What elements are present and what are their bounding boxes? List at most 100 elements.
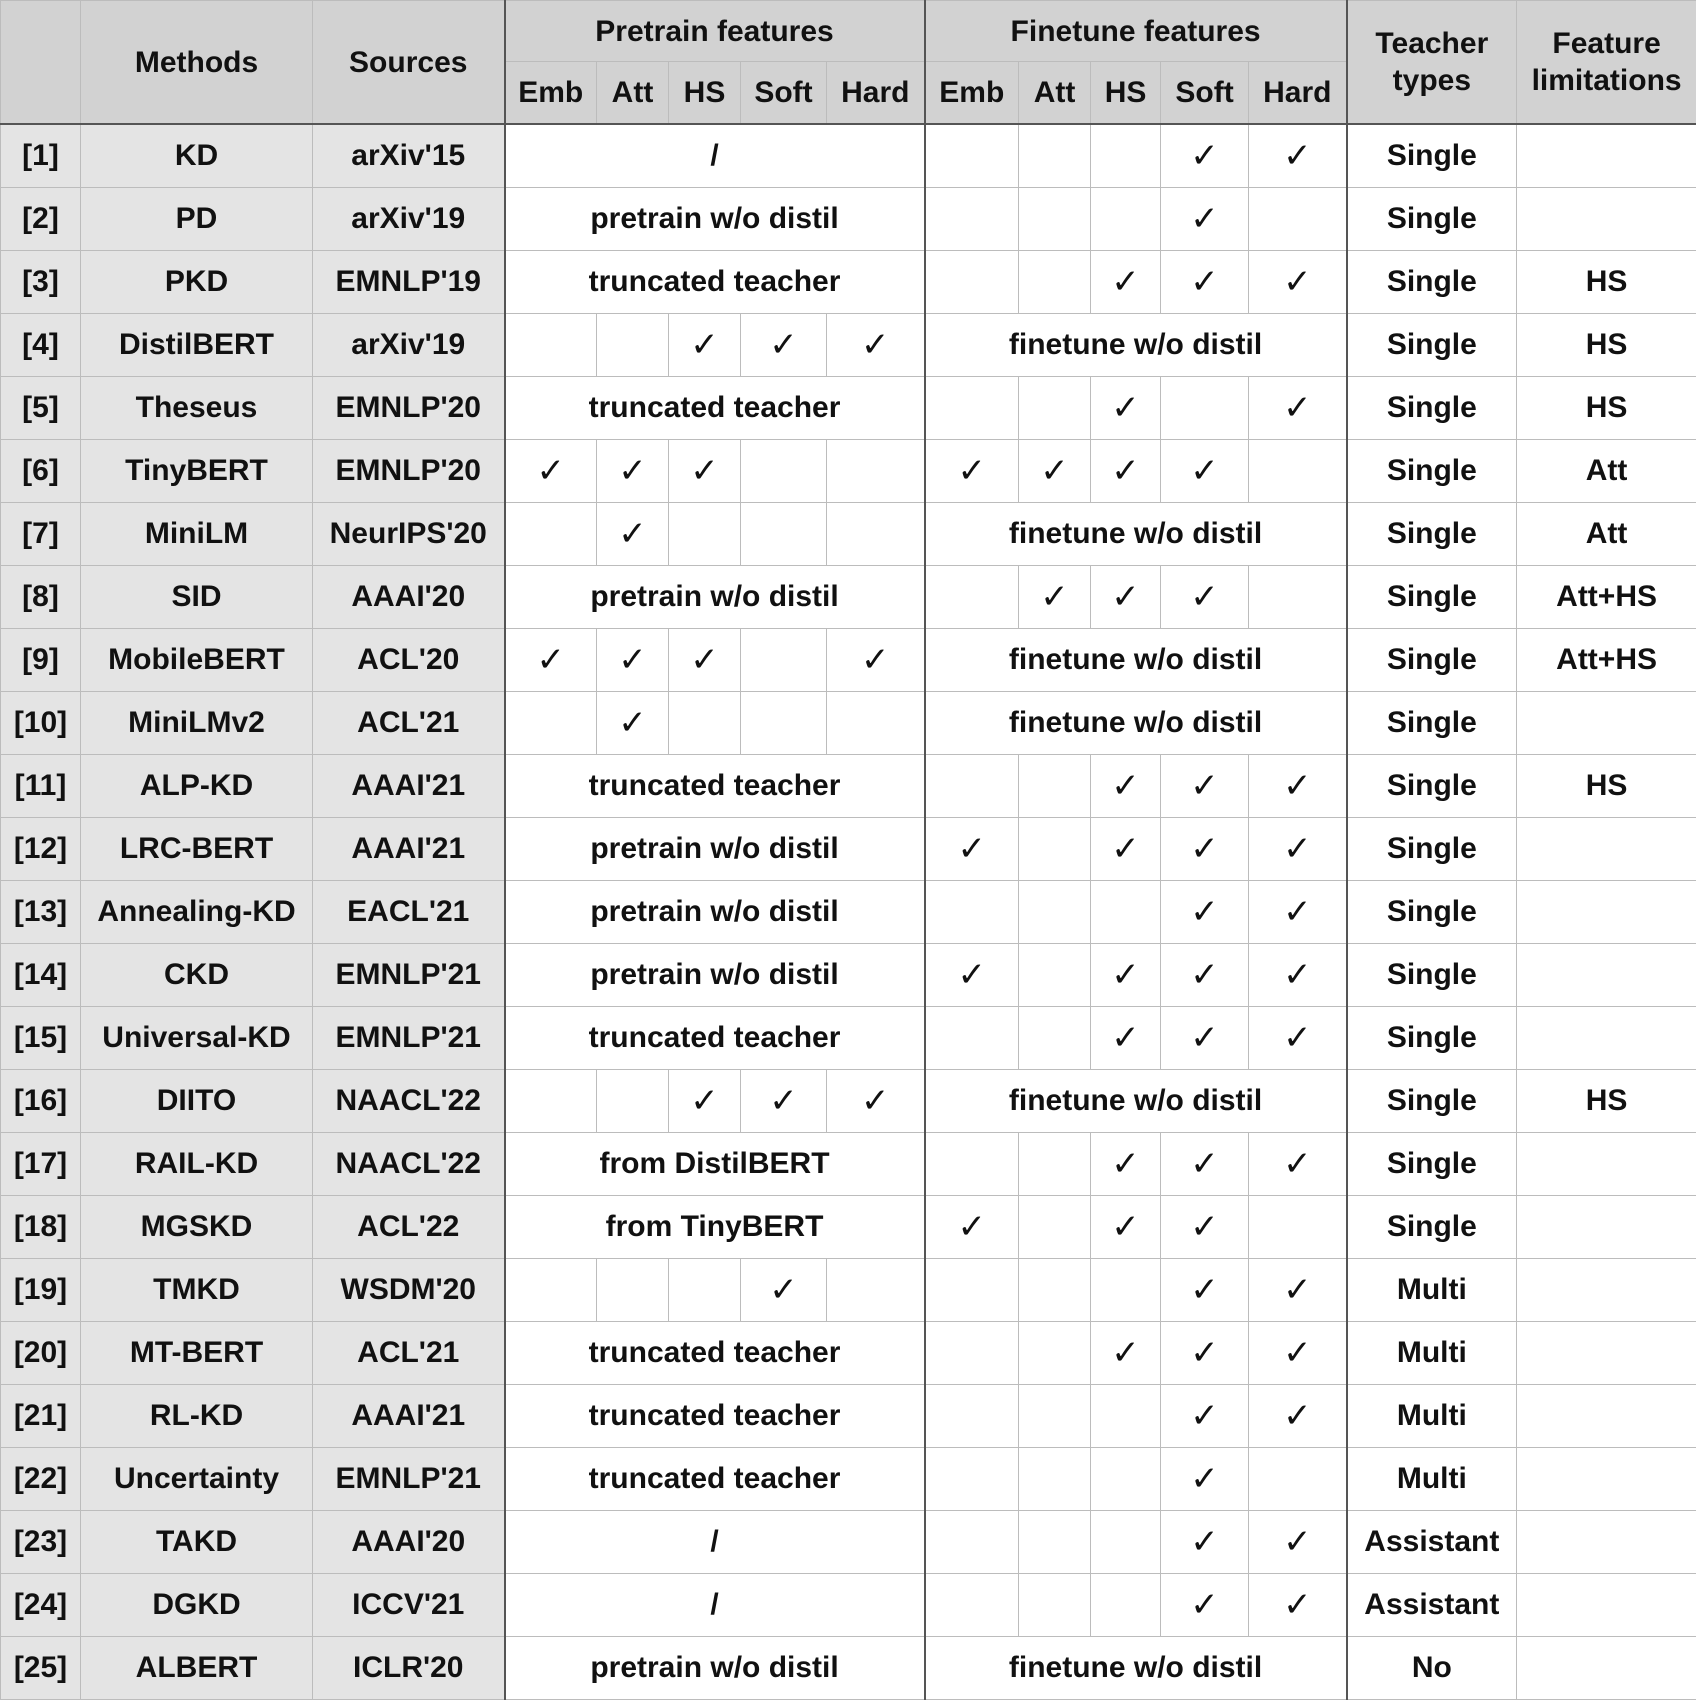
- pretrain-span-cell: truncated teacher: [505, 251, 925, 314]
- check-icon: ✓: [1190, 577, 1219, 617]
- method-name-cell: MGSKD: [81, 1196, 313, 1259]
- finetune-hs-cell: [1091, 1511, 1161, 1574]
- feature-limitation-cell: [1517, 1511, 1696, 1574]
- finetune-hard-cell: ✓: [1249, 1259, 1347, 1322]
- finetune-soft-cell: ✓: [1161, 1511, 1249, 1574]
- feature-limitation-cell: [1517, 1007, 1696, 1070]
- method-name-cell: MiniLM: [81, 503, 313, 566]
- finetune-span-cell: finetune w/o distil: [925, 314, 1347, 377]
- source-cell: EMNLP'21: [313, 1007, 505, 1070]
- finetune-hard-cell: ✓: [1249, 1007, 1347, 1070]
- source-cell: arXiv'15: [313, 124, 505, 188]
- finetune-soft-cell: ✓: [1161, 1007, 1249, 1070]
- pretrain-span-cell: truncated teacher: [505, 1385, 925, 1448]
- pretrain-span-cell: pretrain w/o distil: [505, 881, 925, 944]
- reference-cell: [5]: [1, 377, 81, 440]
- method-name-cell: DIITO: [81, 1070, 313, 1133]
- teacher-type-cell: Single: [1347, 692, 1517, 755]
- check-icon: ✓: [1190, 1333, 1219, 1373]
- check-icon: ✓: [690, 325, 719, 365]
- check-icon: ✓: [1111, 577, 1140, 617]
- teacher-type-cell: Single: [1347, 188, 1517, 251]
- source-cell: EMNLP'19: [313, 251, 505, 314]
- check-icon: ✓: [1190, 1270, 1219, 1310]
- reference-cell: [22]: [1, 1448, 81, 1511]
- finetune-soft-cell: ✓: [1161, 944, 1249, 1007]
- finetune-emb-cell: [925, 1259, 1019, 1322]
- pretrain-span-cell: truncated teacher: [505, 1007, 925, 1070]
- source-cell: NeurIPS'20: [313, 503, 505, 566]
- check-icon: ✓: [1190, 1396, 1219, 1436]
- pretrain-hs-cell: ✓: [669, 1070, 741, 1133]
- pretrain-span-cell: /: [505, 124, 925, 188]
- pretrain-emb-cell: ✓: [505, 440, 597, 503]
- feature-limitation-cell: [1517, 881, 1696, 944]
- source-cell: AAAI'20: [313, 1511, 505, 1574]
- finetune-att-cell: [1019, 1448, 1091, 1511]
- finetune-hs-cell: ✓: [1091, 818, 1161, 881]
- pretrain-hard-cell: ✓: [827, 1070, 925, 1133]
- check-icon: ✓: [1190, 136, 1219, 176]
- finetune-hard-cell: ✓: [1249, 124, 1347, 188]
- finetune-emb-cell: [925, 1385, 1019, 1448]
- finetune-emb-cell: [925, 188, 1019, 251]
- method-name-cell: PKD: [81, 251, 313, 314]
- teacher-type-cell: Single: [1347, 124, 1517, 188]
- check-icon: ✓: [1111, 766, 1140, 806]
- pretrain-hard-header: Hard: [827, 62, 925, 125]
- check-icon: ✓: [1283, 262, 1312, 302]
- pretrain-att-cell: ✓: [597, 692, 669, 755]
- sources-header: Sources: [313, 1, 505, 125]
- reference-cell: [13]: [1, 881, 81, 944]
- reference-cell: [19]: [1, 1259, 81, 1322]
- finetune-att-cell: [1019, 1322, 1091, 1385]
- check-icon: ✓: [769, 1270, 798, 1310]
- pretrain-soft-cell: [741, 692, 827, 755]
- check-icon: ✓: [537, 640, 566, 680]
- pretrain-att-cell: [597, 1259, 669, 1322]
- method-name-cell: Annealing-KD: [81, 881, 313, 944]
- check-icon: ✓: [1283, 1396, 1312, 1436]
- finetune-hs-cell: ✓: [1091, 1133, 1161, 1196]
- finetune-hard-cell: [1249, 188, 1347, 251]
- check-icon: ✓: [690, 451, 719, 491]
- finetune-soft-cell: ✓: [1161, 188, 1249, 251]
- check-icon: ✓: [1190, 1207, 1219, 1247]
- finetune-att-cell: [1019, 1007, 1091, 1070]
- reference-cell: [23]: [1, 1511, 81, 1574]
- finetune-att-cell: [1019, 377, 1091, 440]
- finetune-hard-cell: ✓: [1249, 1385, 1347, 1448]
- feature-limitations-header: Feature limitations: [1517, 1, 1696, 125]
- finetune-hs-cell: ✓: [1091, 566, 1161, 629]
- source-cell: ICCV'21: [313, 1574, 505, 1637]
- finetune-hard-cell: ✓: [1249, 944, 1347, 1007]
- finetune-hard-cell: ✓: [1249, 377, 1347, 440]
- finetune-emb-cell: [925, 755, 1019, 818]
- pretrain-hs-cell: [669, 692, 741, 755]
- reference-cell: [18]: [1, 1196, 81, 1259]
- pretrain-emb-cell: [505, 314, 597, 377]
- finetune-hs-cell: ✓: [1091, 377, 1161, 440]
- source-cell: EMNLP'20: [313, 440, 505, 503]
- teacher-type-cell: Single: [1347, 629, 1517, 692]
- finetune-hard-cell: [1249, 566, 1347, 629]
- source-cell: ACL'21: [313, 1322, 505, 1385]
- feature-limitation-cell: [1517, 1133, 1696, 1196]
- check-icon: ✓: [1111, 262, 1140, 302]
- pretrain-hs-cell: [669, 503, 741, 566]
- finetune-emb-cell: [925, 251, 1019, 314]
- finetune-hs-cell: ✓: [1091, 755, 1161, 818]
- teacher-type-cell: Assistant: [1347, 1574, 1517, 1637]
- pretrain-span-cell: truncated teacher: [505, 1448, 925, 1511]
- pretrain-span-cell: from DistilBERT: [505, 1133, 925, 1196]
- feature-limitation-cell: HS: [1517, 251, 1696, 314]
- pretrain-emb-cell: [505, 1070, 597, 1133]
- finetune-hs-cell: [1091, 124, 1161, 188]
